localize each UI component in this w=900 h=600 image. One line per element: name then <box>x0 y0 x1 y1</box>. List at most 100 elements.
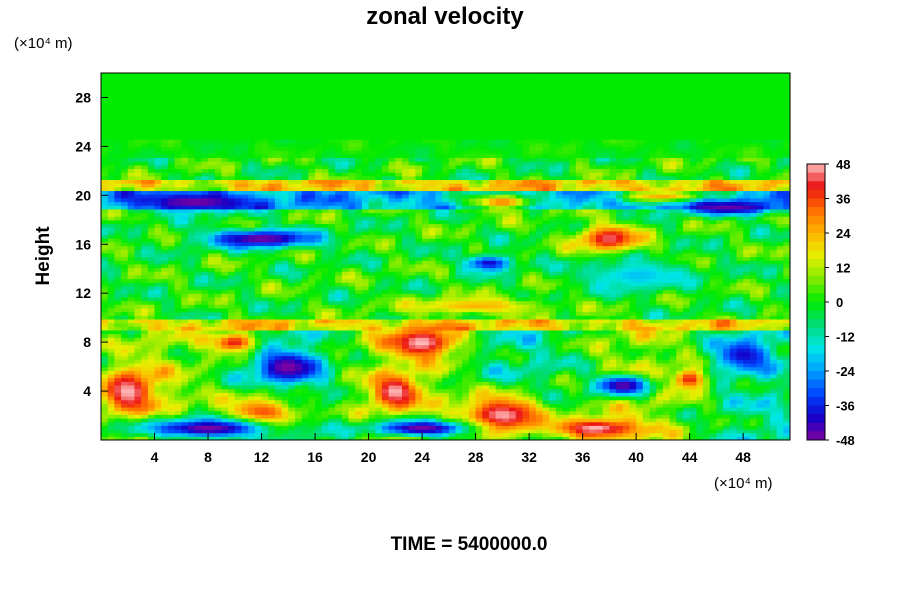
heatmap-cell <box>254 377 263 382</box>
heatmap-cell <box>154 318 162 324</box>
heatmap-cell <box>181 315 189 320</box>
heatmap-cell <box>776 326 784 331</box>
heatmap-cell <box>228 326 236 331</box>
heatmap-cell <box>341 377 350 382</box>
heatmap-cell <box>328 381 336 386</box>
heatmap-cell <box>662 406 671 412</box>
heatmap-cell <box>569 289 577 294</box>
heatmap-cell <box>488 406 497 412</box>
heatmap-cell <box>228 362 236 368</box>
heatmap-cell <box>415 260 423 265</box>
heatmap-cell <box>522 425 530 430</box>
heatmap-cell <box>161 311 169 316</box>
heatmap-cell <box>274 304 283 309</box>
heatmap-cell <box>649 307 657 313</box>
heatmap-cell <box>622 381 631 386</box>
heatmap-cell <box>301 293 309 298</box>
heatmap-cell <box>154 425 162 430</box>
heatmap-cell <box>495 351 503 357</box>
heatmap-cell <box>254 260 263 265</box>
heatmap-cell <box>127 344 136 349</box>
heatmap-cell <box>549 300 557 305</box>
heatmap-cell <box>402 340 410 346</box>
heatmap-cell <box>682 333 691 338</box>
heatmap-cell <box>783 432 790 437</box>
heatmap-cell <box>228 403 236 408</box>
heatmap-cell <box>308 318 316 324</box>
heatmap-cell <box>622 410 631 415</box>
heatmap-cell <box>308 403 316 408</box>
heatmap-cell <box>636 289 644 294</box>
heatmap-cell <box>281 410 289 415</box>
heatmap-cell <box>381 315 390 320</box>
heatmap-cell <box>562 428 570 434</box>
heatmap-cell <box>696 271 704 276</box>
heatmap-cell <box>321 315 330 320</box>
heatmap-cell <box>428 289 437 294</box>
heatmap-cell <box>729 373 738 379</box>
heatmap-cell <box>201 329 209 335</box>
heatmap-cell <box>689 326 697 331</box>
heatmap-cell <box>321 384 330 390</box>
heatmap-cell <box>221 311 229 316</box>
heatmap-cell <box>355 381 363 386</box>
heatmap-cell <box>455 329 463 335</box>
heatmap-cell <box>121 351 129 357</box>
heatmap-cell <box>408 395 416 401</box>
heatmap-cell <box>335 315 343 320</box>
heatmap-cell <box>375 384 383 390</box>
heatmap-cell <box>448 274 457 280</box>
heatmap-cell <box>348 315 356 320</box>
heatmap-cell <box>361 370 370 375</box>
heatmap-cell <box>134 351 142 357</box>
heatmap-cell <box>181 293 189 298</box>
heatmap-cell <box>442 399 450 404</box>
heatmap-cell <box>281 274 289 280</box>
heatmap-cell <box>769 293 778 298</box>
heatmap-cell <box>214 274 223 280</box>
heatmap-cell <box>161 366 169 371</box>
heatmap-cell <box>689 432 697 437</box>
heatmap-cell <box>656 263 664 269</box>
heatmap-cell <box>321 333 330 338</box>
heatmap-cell <box>375 344 383 349</box>
heatmap-cell <box>475 414 483 419</box>
heatmap-cell <box>488 282 497 287</box>
heatmap-cell <box>602 436 610 440</box>
heatmap-cell <box>609 329 617 335</box>
heatmap-cell <box>254 348 263 353</box>
heatmap-cell <box>555 344 564 349</box>
heatmap-cell <box>341 263 350 269</box>
heatmap-cell <box>241 260 249 265</box>
heatmap-cell <box>596 417 604 423</box>
heatmap-cell <box>121 425 129 430</box>
heatmap-cell <box>335 329 343 335</box>
heatmap-cell <box>348 384 356 390</box>
heatmap-cell <box>629 318 637 324</box>
heatmap-cell <box>181 329 189 335</box>
heatmap-cell <box>522 355 530 360</box>
heatmap-cell <box>435 315 443 320</box>
heatmap-cell <box>248 436 256 440</box>
heatmap-cell <box>756 373 764 379</box>
heatmap-cell <box>468 300 477 305</box>
heatmap-cell <box>535 333 544 338</box>
heatmap-cell <box>121 403 129 408</box>
heatmap-cell <box>756 300 764 305</box>
heatmap-cell <box>515 370 524 375</box>
heatmap-cell <box>609 285 617 291</box>
heatmap-cell <box>649 311 657 316</box>
heatmap-cell <box>696 304 704 309</box>
heatmap-cell <box>221 366 229 371</box>
heatmap-cell <box>602 307 610 313</box>
heatmap-cell <box>462 348 470 353</box>
heatmap-cell <box>709 414 718 419</box>
heatmap-cell <box>321 285 330 291</box>
heatmap-cell <box>114 274 122 280</box>
heatmap-cell <box>402 304 410 309</box>
heatmap-cell <box>769 373 778 379</box>
heatmap-cell <box>361 282 370 287</box>
heatmap-cell <box>696 318 704 324</box>
heatmap-cell <box>141 278 149 283</box>
heatmap-cell <box>596 348 604 353</box>
